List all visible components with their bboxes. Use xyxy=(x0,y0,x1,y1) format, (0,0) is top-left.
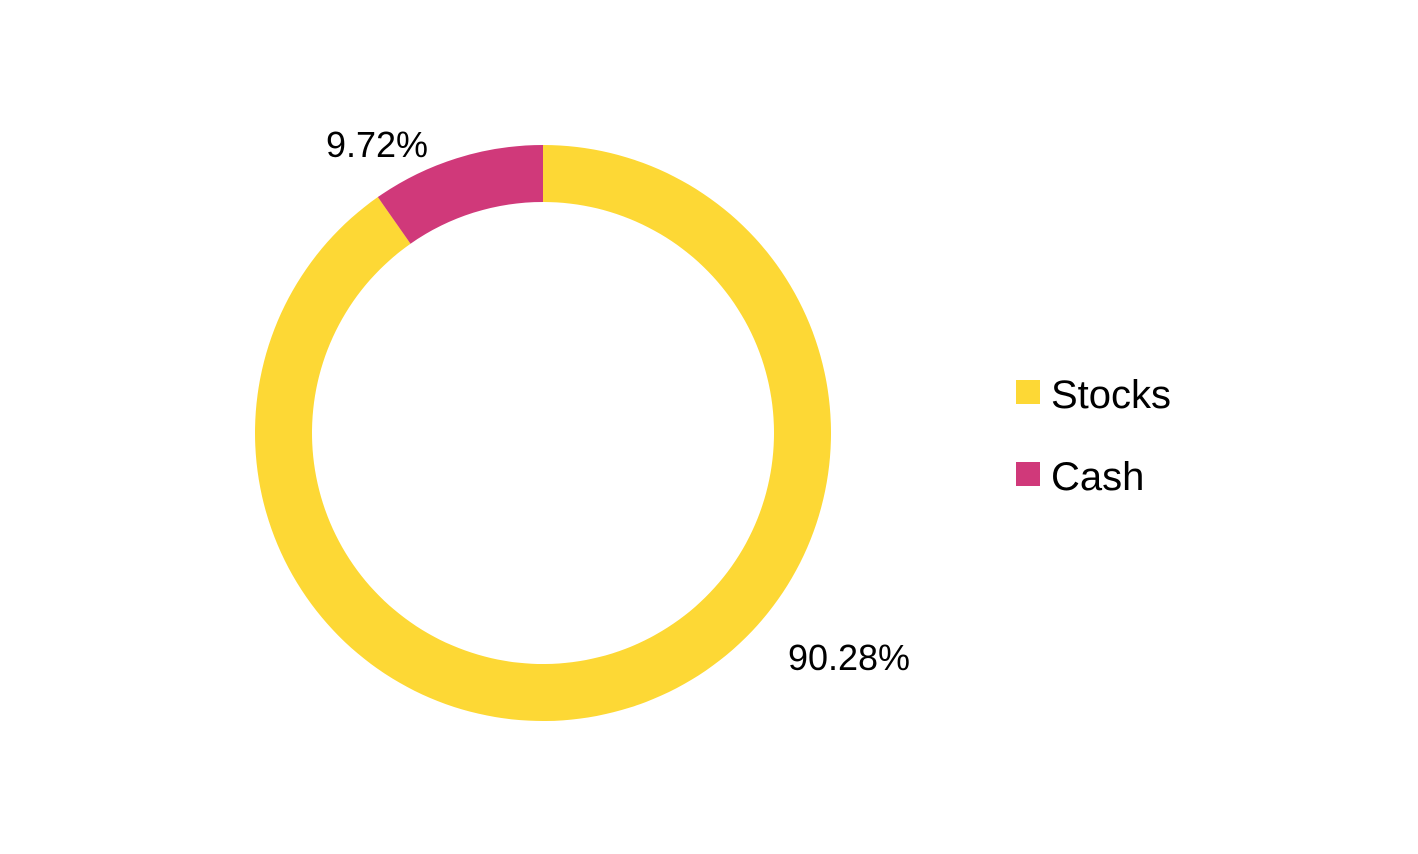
legend-label-stocks: Stocks xyxy=(1051,373,1171,417)
data-label-stocks: 90.28% xyxy=(788,637,910,678)
donut-slice-cash xyxy=(377,145,543,244)
legend-swatch-stocks xyxy=(1016,380,1040,404)
legend-swatch-cash xyxy=(1016,462,1040,486)
donut-slice-stocks xyxy=(254,145,832,721)
legend: Stocks Cash xyxy=(1016,373,1171,499)
legend-item-stocks: Stocks xyxy=(1016,373,1171,417)
data-label-cash: 9.72% xyxy=(326,124,428,165)
legend-item-cash: Cash xyxy=(1016,455,1144,499)
donut-slices xyxy=(254,145,832,721)
legend-label-cash: Cash xyxy=(1051,455,1144,499)
